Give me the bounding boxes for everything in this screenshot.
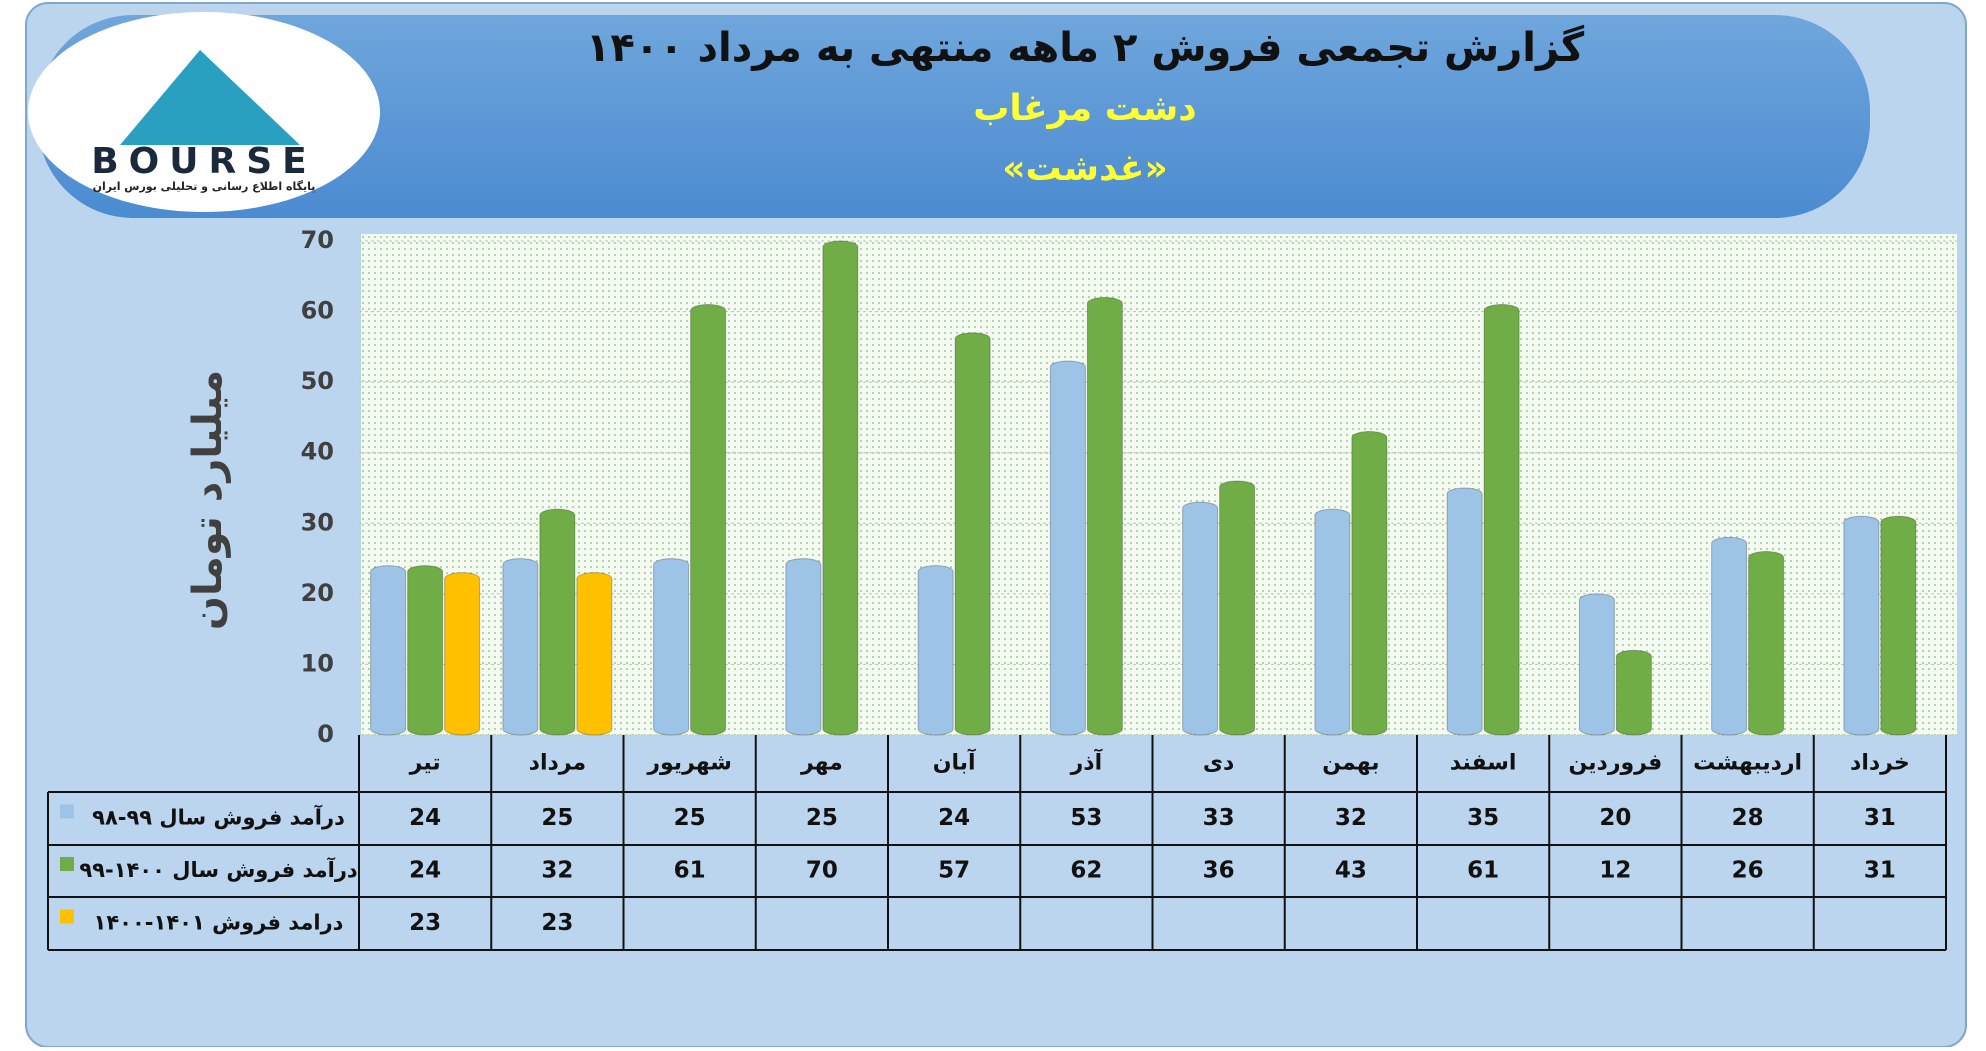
y-tick-label: 50 <box>301 367 334 395</box>
bar <box>502 558 539 736</box>
x-tick-label: آذر <box>1070 748 1103 776</box>
bar <box>444 572 481 736</box>
bar <box>370 565 407 736</box>
plot-area <box>361 234 1957 735</box>
bar <box>1711 536 1748 736</box>
y-tick-label: 60 <box>301 297 334 325</box>
x-tick-label: دی <box>1203 751 1234 776</box>
table-value: 25 <box>674 805 706 831</box>
table-value: 28 <box>1732 805 1764 831</box>
table-value: 24 <box>409 805 441 831</box>
x-tick-label: اردیبهشت <box>1693 751 1802 776</box>
table-value: 61 <box>1467 858 1499 884</box>
bar <box>1615 649 1652 736</box>
x-tick-label: اسفند <box>1450 751 1517 776</box>
table-value: 24 <box>938 805 970 831</box>
table-value: 20 <box>1599 805 1631 831</box>
y-tick-label: 40 <box>301 438 334 466</box>
bar <box>576 572 613 736</box>
bar <box>1483 304 1520 736</box>
table-value: 43 <box>1335 858 1367 884</box>
bar <box>954 332 991 736</box>
y-axis-label: میلیارد تومان <box>185 370 231 630</box>
bar <box>539 508 576 736</box>
bar <box>1049 360 1086 736</box>
table-value: 26 <box>1732 858 1764 884</box>
bar <box>407 565 444 736</box>
y-tick-label: 0 <box>317 720 334 748</box>
legend-swatch <box>60 909 74 924</box>
bar <box>1219 480 1256 736</box>
table-value: 32 <box>541 858 573 884</box>
bar <box>1446 487 1483 736</box>
table-value: 25 <box>541 805 573 831</box>
y-tick-label: 30 <box>301 508 334 536</box>
table-value: 32 <box>1335 805 1367 831</box>
logo-mark <box>120 50 300 145</box>
x-tick-label: مرداد <box>529 751 586 776</box>
y-tick-label: 10 <box>301 649 334 677</box>
bar <box>1748 551 1785 736</box>
symbol: «غدشت» <box>1002 148 1167 189</box>
header <box>38 15 1870 218</box>
bar <box>1314 508 1351 736</box>
table-value: 33 <box>1203 805 1235 831</box>
chart-title: گزارش تجمعی فروش ۲ ماهه منتهی به مرداد ۱… <box>586 24 1585 71</box>
bar <box>1843 515 1880 736</box>
bar <box>690 304 727 736</box>
table-value: 57 <box>938 858 970 884</box>
bar <box>785 558 822 736</box>
table-value: 31 <box>1864 858 1896 884</box>
bar <box>1880 515 1917 736</box>
bar <box>1351 431 1388 736</box>
table-value: 23 <box>541 910 573 936</box>
table-value: 31 <box>1864 805 1896 831</box>
bar <box>1578 593 1615 736</box>
table-value: 23 <box>409 910 441 936</box>
table-value: 12 <box>1599 858 1631 884</box>
x-tick-label: مهر <box>800 751 843 776</box>
legend-swatch <box>60 857 74 871</box>
logo-caption: پایگاه اطلاع رسانی و تحلیلی بورس ایران <box>93 180 316 193</box>
table-value: 35 <box>1467 805 1499 831</box>
chart-subtitle: دشت مرغاب <box>973 88 1197 129</box>
legend-swatch <box>60 804 74 819</box>
logo-name: BOURSE <box>91 141 317 182</box>
table-value: 62 <box>1070 858 1102 884</box>
table-value: 53 <box>1070 805 1102 831</box>
x-tick-label: تیر <box>409 751 441 776</box>
x-tick-label: شهریور <box>646 751 732 776</box>
table-value: 61 <box>674 858 706 884</box>
table-value: 25 <box>806 805 838 831</box>
table-value: 70 <box>806 858 838 884</box>
y-tick-label: 20 <box>301 579 334 607</box>
bar <box>1086 296 1123 736</box>
bar <box>917 565 954 736</box>
x-tick-label: بهمن <box>1322 751 1379 776</box>
legend-label: درآمد فروش سال ۹۹-۹۸ <box>92 805 345 830</box>
table-value: 36 <box>1203 858 1235 884</box>
bar <box>1182 501 1219 736</box>
bar <box>653 558 690 736</box>
bar <box>822 240 859 736</box>
x-tick-label: فروردین <box>1568 751 1662 776</box>
y-tick-label: 70 <box>301 226 334 254</box>
legend-label: درامد فروش ۱۴۰۱-۱۴۰۰ <box>94 911 344 935</box>
x-tick-label: خرداد <box>1850 751 1910 776</box>
legend-label: درآمد فروش سال ۱۴۰۰-۹۹ <box>79 857 358 882</box>
table-value: 24 <box>409 858 441 884</box>
x-tick-label: آبان <box>933 748 976 776</box>
